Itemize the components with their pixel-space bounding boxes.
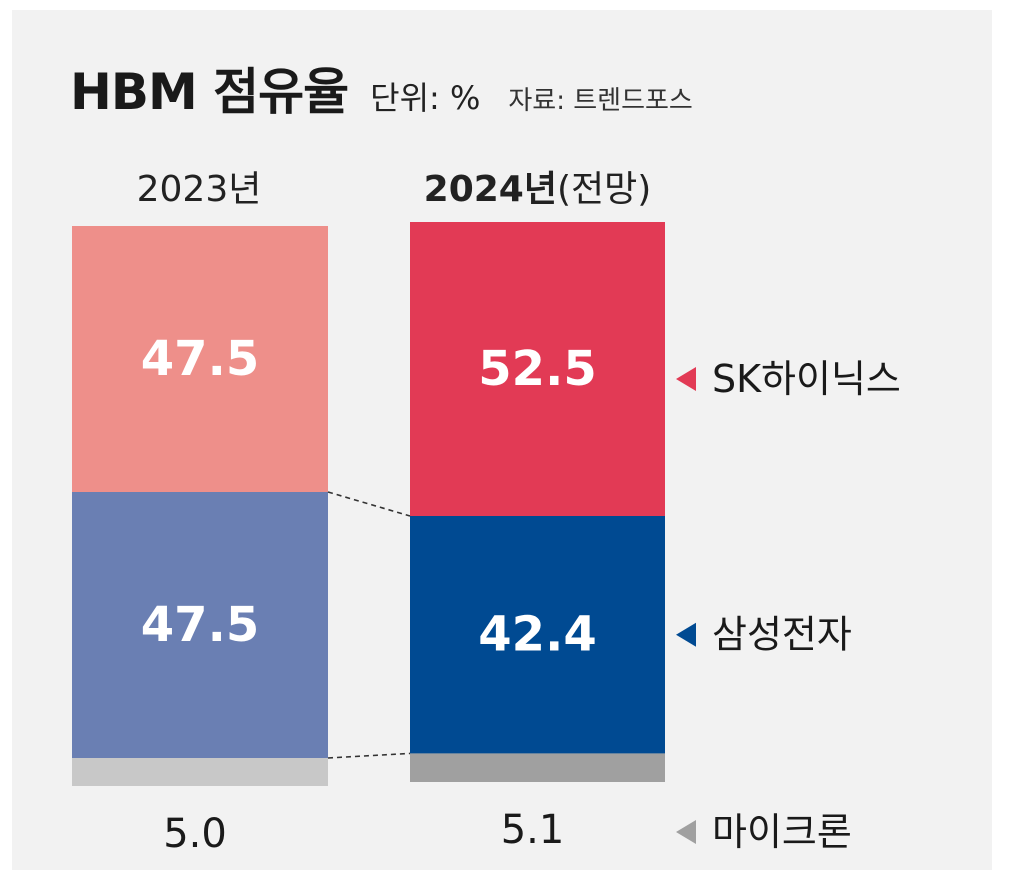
unit-label: 단위: %: [370, 79, 481, 117]
year-label-2024-year: 2024년: [423, 169, 557, 210]
bar-value-label-2024-0: 52.5: [478, 341, 596, 397]
bar-segment-2023-2: [72, 758, 328, 786]
connector-line-1: [327, 752, 411, 759]
year-label-2023: 2023년: [136, 169, 262, 210]
source-label: 자료: 트렌드포스: [508, 86, 693, 116]
legend-marker-0: [676, 367, 696, 391]
legend-marker-1: [676, 622, 696, 647]
chart-title: HBM 점유율: [70, 63, 349, 121]
bar-value-label-2023-2: 5.0: [163, 811, 227, 857]
year-label-2024-note: (전망): [556, 169, 652, 210]
bar-value-label-2024-2: 5.1: [501, 807, 565, 853]
bar-segment-2024-1: [410, 516, 665, 754]
header: HBM 점유율 단위: % 자료: 트렌드포스: [70, 52, 693, 124]
bar-segment-2023-0: [72, 226, 328, 492]
bar-value-label-2023-0: 47.5: [141, 331, 259, 387]
bar-segment-2024-0: [410, 222, 665, 516]
legend-label-2: 마이크론: [712, 810, 852, 854]
bar-value-label-2023-1: 47.5: [141, 597, 259, 653]
legend-marker-2: [676, 820, 696, 844]
bar-segment-2024-2: [410, 753, 665, 782]
legend-label-0: SK하이닉스: [712, 357, 901, 401]
bar-value-label-2024-1: 42.4: [478, 607, 596, 663]
bar-segment-2023-1: [72, 492, 328, 758]
connector-line-0: [327, 491, 411, 517]
year-label-2024: 2024년(전망): [410, 160, 665, 212]
legend-label-1: 삼성전자: [712, 613, 852, 657]
